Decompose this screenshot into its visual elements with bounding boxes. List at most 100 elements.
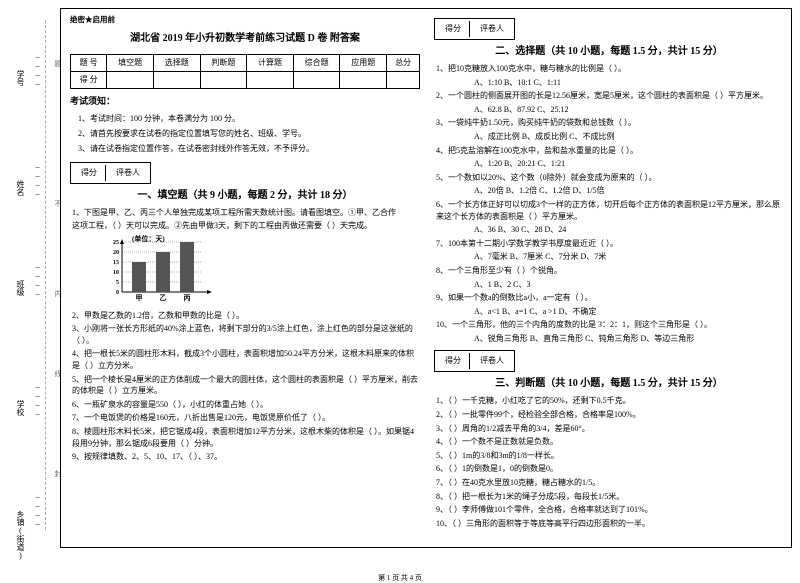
q2-9: 9、如果一个数a的倒数比a小，a一定有（ ）。 [436,292,784,304]
q2-10: 10、一个三角形，他的三个内角的度数的比是 3：2：1，则这个三角形是（ ）。 [436,319,784,331]
svg-text:25: 25 [113,240,119,246]
q2-4: 4、把5克盐溶解在100克水中，盐和盐水重量的比是（ ）。 [436,145,784,157]
secret-label: 绝密★启用前 [70,14,420,25]
q3-2: 2、（ ）一批零件99个，经检验全部合格，合格率是100%。 [436,409,784,421]
th-num: 题 号 [71,55,107,72]
q1-1a: 1、下图是甲、乙、丙三个人单独完成某项工程所需天数统计图。请看图填空。①甲、乙合… [72,207,420,219]
section-2-title: 二、选择题（共 10 小题，每题 1.5 分，共计 15 分） [434,44,784,59]
section-score-box-2: 得分 评卷人 [434,18,515,40]
q2-1-opts: A、1:10 B、10:1 C、1:11 [474,77,784,89]
td-blank [387,72,420,89]
chart-svg: (单位：天) 25 20 15 10 5 0 甲 乙 丙 [100,234,220,304]
q2-3-opts: A、成正比例 B、成反比例 C、不成比例 [474,131,784,143]
svg-text:甲: 甲 [136,294,143,302]
td-blank [200,72,247,89]
q2-2-opts: A、62.8 B、87.92 C、25.12 [474,104,784,116]
q1-9: 9、按规律填数、2、5、10、17、（ ）、37。 [72,451,420,463]
q2-6-opts: A、36 B、30 C、28 D、24 [474,224,784,236]
bar-chart: (单位：天) 25 20 15 10 5 0 甲 乙 丙 [100,234,220,308]
q3-10: 10、（ ）三角形的面积等于等底等高平行四边形面积的一半。 [436,518,784,530]
side-underline-3: ____ [33,260,42,296]
side-underline-1: ____ [33,490,42,526]
td-blank [340,72,387,89]
q2-5-opts: A、20倍 B、1.2倍 C、1.2倍 D、1/5倍 [474,185,784,197]
table-row: 题 号 填空题 选择题 判断题 计算题 综合题 应用题 总分 [71,55,420,72]
th-judge: 判断题 [200,55,247,72]
q1-1b-text: 这项工程，（ ）天可以完成。②先由甲做3天，剩下的工程由丙做还需要（ ）天完成。 [72,221,372,230]
side-binding-area: 乡镇(街道) 学校 班级 姓名 学号 ____ ____ ____ ____ _… [5,0,55,565]
td-blank [293,72,340,89]
th-total: 总分 [387,55,420,72]
q2-9-opts: A、a<1 B、a=1 C、a >1 D、不确定 [474,306,784,318]
q2-4-opts: A、1:20 B、20:21 C、1:21 [474,158,784,170]
svg-text:15: 15 [113,260,119,266]
q3-8: 8、（ ）把一根长为1米的绳子分成5段，每段长1/5米。 [436,491,784,503]
q1-5: 5、把一个棱长是4厘米的正方体削成一个最大的圆柱体，这个圆柱的表面积是（ ）平方… [72,374,420,397]
section-score-box: 得分 评卷人 [70,162,151,184]
svg-text:乙: 乙 [160,294,167,302]
page-footer: 第 1 页 共 4 页 [0,573,800,583]
notice-item-3: 3、请在试卷指定位置作答，在试卷密封线外作答无效，不予评分。 [78,143,420,155]
table-row: 得 分 [71,72,420,89]
side-label-id: 学号 [15,70,26,86]
side-label-name: 姓名 [15,180,26,196]
td-blank [153,72,200,89]
sb-grader: 评卷人 [472,21,512,37]
q1-7: 7、一个电饭煲的价格是160元，八折出售是120元，电饭煲原价低了（ ）。 [72,412,420,424]
side-label-school: 学校 [15,400,26,416]
th-choice: 选择题 [153,55,200,72]
notice-heading: 考试须知： [70,95,420,109]
q3-6: 6、（ ）1的倒数是1，0的倒数是0。 [436,463,784,475]
q2-6: 6、一个长方体正好可以切成3个一样的正方体，切开后每个正方体的表面积是12平方厘… [436,199,784,222]
q2-7-opts: A、7毫米 B、7厘米 C、7分米 D、7米 [474,251,784,263]
q1-6: 6、一瓶矿泉水的容量是550（ ），小红的体重占她（ ）。 [72,399,420,411]
section-3-title: 三、判断题（共 10 小题，每题 1.5 分，共计 15 分） [434,376,784,391]
side-underline-4: ____ [33,160,42,196]
section-1-title: 一、填空题（共 9 小题，每题 2 分，共计 18 分） [70,188,420,203]
svg-text:20: 20 [113,250,119,256]
q1-4: 4、把一根长5米的圆柱形木料，截成3个小圆柱，表面积增加50.24平方分米，这根… [72,348,420,371]
q2-2: 2、一个圆柱的侧面展开图的长是12.56厘米，宽是5厘米，这个圆柱的表面积是（ … [436,90,784,102]
q3-7: 7、（ ）在40克水里放10克糖，糖占糖水的1/5。 [436,477,784,489]
q1-8: 8、棱圆柱形木料长5米，把它锯成4段，表面积增加12平方分米，这根木柴的体积是（… [72,426,420,449]
td-score-label: 得 分 [71,72,107,89]
svg-text:(单位：天): (单位：天) [132,234,165,243]
side-underline-5: ____ [33,50,42,86]
q3-3: 3、（ ）周角的1/2减去平角的3/4，差是60°。 [436,423,784,435]
main-content: 绝密★启用前 湖北省 2019 年小升初数学考前练习试题 D 卷 附答案 题 号… [70,14,784,542]
svg-text:10: 10 [113,270,119,276]
right-column: 得分 评卷人 二、选择题（共 10 小题，每题 1.5 分，共计 15 分） 1… [434,14,784,542]
q1-3: 3、小刚将一张长方形纸的40%涂上蓝色，将剩下部分的3/5涂上红色，涂上红色的部… [72,323,420,346]
q2-10-opts: A、锐角三角形 B、直角三角形 C、钝角三角形 D、等边三角形 [474,333,784,345]
th-calc: 计算题 [247,55,294,72]
q3-9: 9、（ ）李师傅做101个零件，全合格，合格率就达到了101%。 [436,504,784,516]
q3-5: 5、（ ）1m的3/8和3m的1/8一样长。 [436,450,784,462]
q1-1b: 这项工程，（ ）天可以完成。②先由甲做3天，剩下的工程由丙做还需要（ ）天完成。 [72,220,420,232]
q2-3: 3、一袋纯牛奶1.50元，购买纯牛奶的袋数和总钱数（ ）。 [436,117,784,129]
th-fill: 填空题 [107,55,154,72]
side-label-township: 乡镇(街道) [15,510,26,560]
sb-grader: 评卷人 [472,353,512,369]
notice-item-2: 2、请首先按要求在试卷的指定位置填写您的姓名、班级、学号。 [78,128,420,140]
score-summary-table: 题 号 填空题 选择题 判断题 计算题 综合题 应用题 总分 得 分 [70,54,420,89]
q2-8: 8、一个三角形至少有（ ）个锐角。 [436,265,784,277]
side-underline-2: ____ [33,380,42,416]
q2-5: 5、一个数如以20%、这个数（0除外）就会变成为原来的（ ）。 [436,172,784,184]
side-label-class: 班级 [15,280,26,296]
binding-dashed-line [45,20,46,530]
q2-8-opts: A、1 B、2 C、3 [474,279,784,291]
svg-text:5: 5 [116,280,119,286]
q2-1: 1、把10克糖放入100克水中，糖与糖水的比例是（ ）。 [436,63,784,75]
notice-item-1: 1、考试时间：100 分钟，本卷满分为 100 分。 [78,113,420,125]
svg-text:0: 0 [116,290,119,296]
left-column: 绝密★启用前 湖北省 2019 年小升初数学考前练习试题 D 卷 附答案 题 号… [70,14,420,542]
q3-4: 4、（ ）一个数不是正数就是负数。 [436,436,784,448]
svg-text:丙: 丙 [184,294,191,302]
sb-score: 得分 [73,165,106,181]
q2-7: 7、100本第十二期小学数学教学书厚度最近近（ ）。 [436,238,784,250]
th-comp: 综合题 [293,55,340,72]
th-app: 应用题 [340,55,387,72]
td-blank [107,72,154,89]
section-score-box-3: 得分 评卷人 [434,350,515,372]
q3-1: 1、（ ）一千克糖，小红吃了它的50%，还剩下0.5千克。 [436,395,784,407]
